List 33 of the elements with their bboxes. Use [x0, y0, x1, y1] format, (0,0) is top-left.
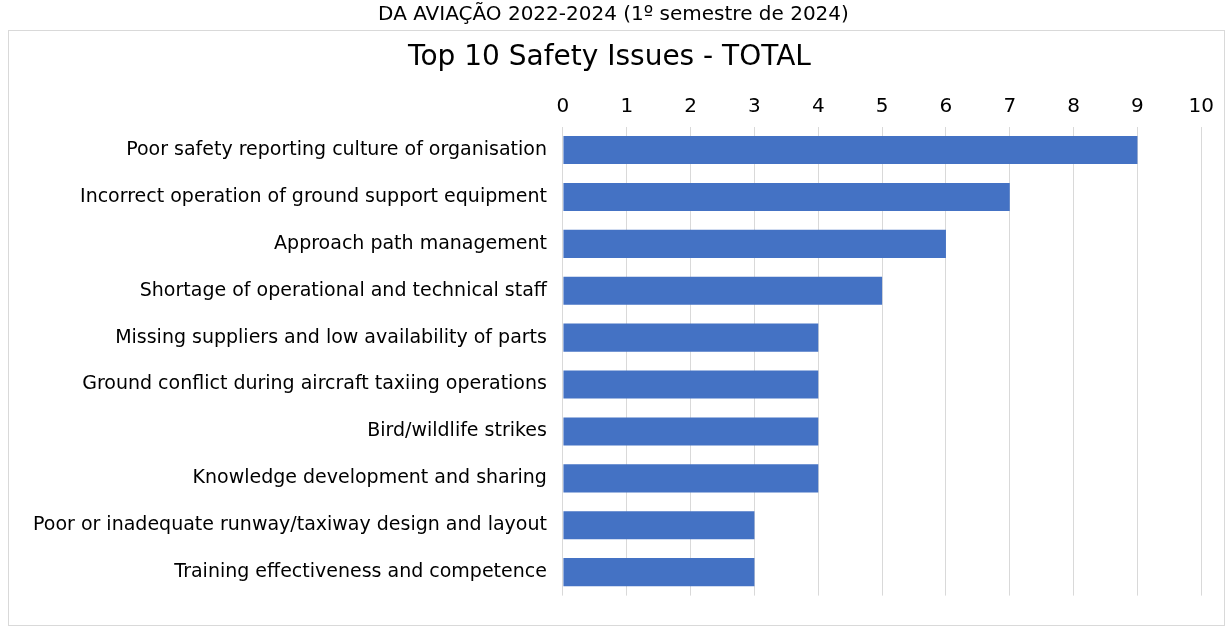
x-tick-label: 1	[620, 92, 634, 117]
bar	[563, 558, 755, 587]
x-tick-label: 7	[1003, 92, 1017, 117]
bar	[563, 417, 819, 446]
x-tick-label: 8	[1067, 92, 1080, 117]
x-tick-label: 2	[684, 92, 697, 117]
y-tick-label: Poor safety reporting culture of organisation	[126, 136, 547, 159]
text: DA AVIAÇÃO 2022-2024 (1º semestre de 2024)	[377, 0, 850, 26]
bar	[563, 229, 946, 258]
y-tick-label: Ground conflict during aircraft taxiing operations	[82, 371, 547, 394]
y-tick-label: Shortage of operational and technical staff	[139, 277, 548, 300]
y-tick-label: Incorrect operation of ground support equipment	[80, 183, 547, 206]
y-tick-label: Training effectiveness and competence	[173, 559, 547, 582]
x-tick-label: 5	[875, 92, 889, 117]
chart-title: Top 10 Safety Issues - TOTAL	[407, 39, 812, 73]
bar	[563, 182, 1010, 212]
bar	[563, 135, 1138, 165]
x-tick-label: 3	[748, 92, 761, 117]
y-tick-label: Missing suppliers and low availability of parts	[115, 324, 547, 347]
x-tick-label: 9	[1131, 92, 1144, 117]
bar	[563, 370, 819, 399]
x-tick-label: 0	[556, 92, 570, 117]
bar	[563, 511, 755, 540]
y-tick-label: Poor or inadequate runway/taxiway design and layout	[33, 512, 547, 535]
x-tick-label: 6	[939, 92, 953, 117]
bar	[563, 323, 819, 352]
x-tick-label: 10	[1188, 92, 1214, 117]
y-tick-label: Approach path management	[274, 230, 547, 253]
x-tick-label: 4	[811, 92, 825, 117]
bar	[563, 464, 819, 493]
bar	[563, 276, 883, 305]
y-tick-label: Knowledge development and sharing	[192, 465, 547, 488]
y-tick-label: Bird/wildlife strikes	[367, 418, 547, 441]
